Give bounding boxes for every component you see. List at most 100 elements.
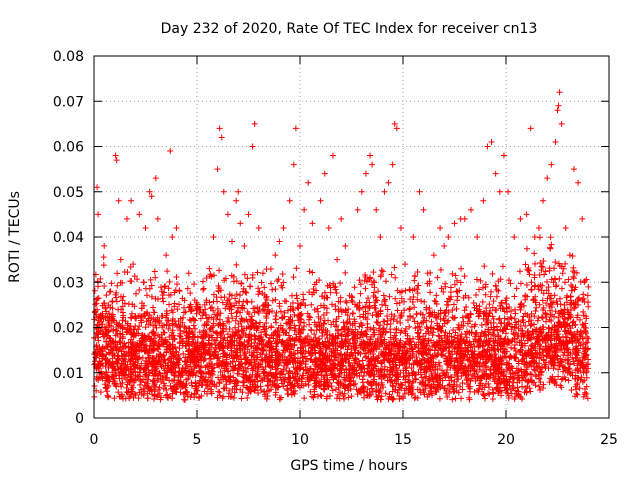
roti-point [426,305,433,312]
roti-point [94,278,101,285]
roti-point [200,285,207,292]
roti-point [394,287,401,294]
roti-point [451,334,458,341]
roti-point [226,387,233,394]
roti-point [356,313,363,320]
roti-point [393,325,400,332]
roti-point [434,274,441,281]
roti-point [461,307,468,314]
roti-point [389,382,396,389]
roti-point [100,254,107,261]
roti-point [139,354,146,361]
roti-point [216,357,223,364]
roti-point [568,287,575,294]
roti-point [584,333,591,340]
roti-point [406,286,413,293]
roti-point [121,340,128,347]
roti-point [166,278,173,285]
roti-point [329,301,336,308]
roti-point [545,284,552,291]
roti-point [378,267,385,274]
roti-point [298,327,305,334]
roti-point [412,394,419,401]
roti-point [342,269,349,276]
roti-point [326,392,333,399]
roti-point [342,377,349,384]
roti-point [420,333,427,340]
roti-point [207,355,214,362]
roti-point [174,306,181,313]
roti-point [437,266,444,273]
roti-point [148,336,155,343]
roti-point [215,310,222,317]
roti-point [411,395,418,402]
roti-point [558,376,565,383]
roti-point [114,270,121,277]
roti-point [392,274,399,281]
roti-point [286,325,293,332]
roti-point [515,358,522,365]
roti-point [215,388,222,395]
roti-point [248,316,255,323]
roti-point [488,288,495,295]
roti-point [569,354,576,361]
roti-point [393,300,400,307]
roti-point [138,337,145,344]
roti-point [538,364,545,371]
roti-point [397,319,404,326]
roti-point [122,318,129,325]
roti-point [125,300,132,307]
roti-point [331,353,338,360]
roti-point [580,393,587,400]
roti-point [140,392,147,399]
roti-point [476,366,483,373]
roti-point [117,279,124,286]
roti-point [427,289,434,296]
roti-point [357,290,364,297]
roti-point [384,317,391,324]
roti-point [214,306,221,313]
roti-point [248,298,255,305]
roti-point [101,242,108,249]
roti-point [574,380,581,387]
roti-point [562,333,569,340]
roti-point [119,297,126,304]
roti-point [476,286,483,293]
roti-point [103,388,110,395]
roti-point [561,306,568,313]
roti-point [180,350,187,357]
roti-point [536,301,543,308]
roti-point [315,313,322,320]
roti-point [174,281,181,288]
roti-point [156,384,163,391]
roti-point [436,362,443,369]
roti-point [177,389,184,396]
roti-point [569,253,576,260]
roti-point [373,318,380,325]
roti-point [511,393,518,400]
roti-point [540,381,547,388]
roti-point [144,292,151,299]
roti-point [209,381,216,388]
roti-point [169,395,176,402]
roti-point [454,288,461,295]
roti-point [539,297,546,304]
roti-point [552,259,559,266]
roti-point [314,305,321,312]
roti-point [522,261,529,268]
roti-point [463,303,470,310]
roti-point [408,391,415,398]
roti-point [200,278,207,285]
roti-point [584,339,591,346]
roti-point [508,315,515,322]
roti-point [207,305,214,312]
roti-point [247,283,254,290]
roti-point [309,393,316,400]
roti-point [307,388,314,395]
roti-point [362,272,369,279]
roti-point [465,294,472,301]
roti-point [115,306,122,313]
roti-point [293,292,300,299]
roti-point [269,364,276,371]
